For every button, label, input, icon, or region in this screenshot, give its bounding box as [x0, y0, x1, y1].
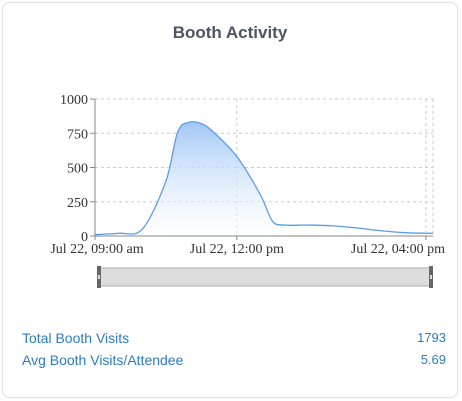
y-tick-label: 250	[67, 196, 88, 211]
stat-value: 5.69	[420, 352, 446, 367]
x-tick-label: Jul 22, 09:00 am	[50, 242, 143, 257]
stat-avg-booth-visits[interactable]: Avg Booth Visits/Attendee 5.69	[22, 349, 446, 371]
x-tick-label: Jul 22, 12:00 pm	[190, 242, 284, 257]
y-tick-label: 1000	[60, 93, 88, 108]
stat-label[interactable]: Avg Booth Visits/Attendee	[22, 352, 184, 368]
range-navigator[interactable]	[97, 266, 433, 288]
stat-total-booth-visits[interactable]: Total Booth Visits 1793	[22, 327, 446, 349]
stats-list: Total Booth Visits 1793 Avg Booth Visits…	[22, 327, 446, 371]
series-line	[94, 121, 434, 236]
x-tick-label: Jul 22, 04:00 pm	[351, 242, 445, 257]
y-tick-label: 0	[81, 230, 88, 245]
booth-activity-chart: 0 250 500 750 1000 Jul 22, 09:00 am Jul 22, 12…	[50, 93, 445, 288]
card-title: Booth Activity	[172, 23, 288, 42]
stat-label[interactable]: Total Booth Visits	[22, 330, 130, 346]
y-tick-label: 500	[67, 162, 88, 177]
y-tick-label: 750	[67, 127, 88, 142]
stat-value: 1793	[417, 330, 446, 345]
series-area	[95, 121, 433, 236]
